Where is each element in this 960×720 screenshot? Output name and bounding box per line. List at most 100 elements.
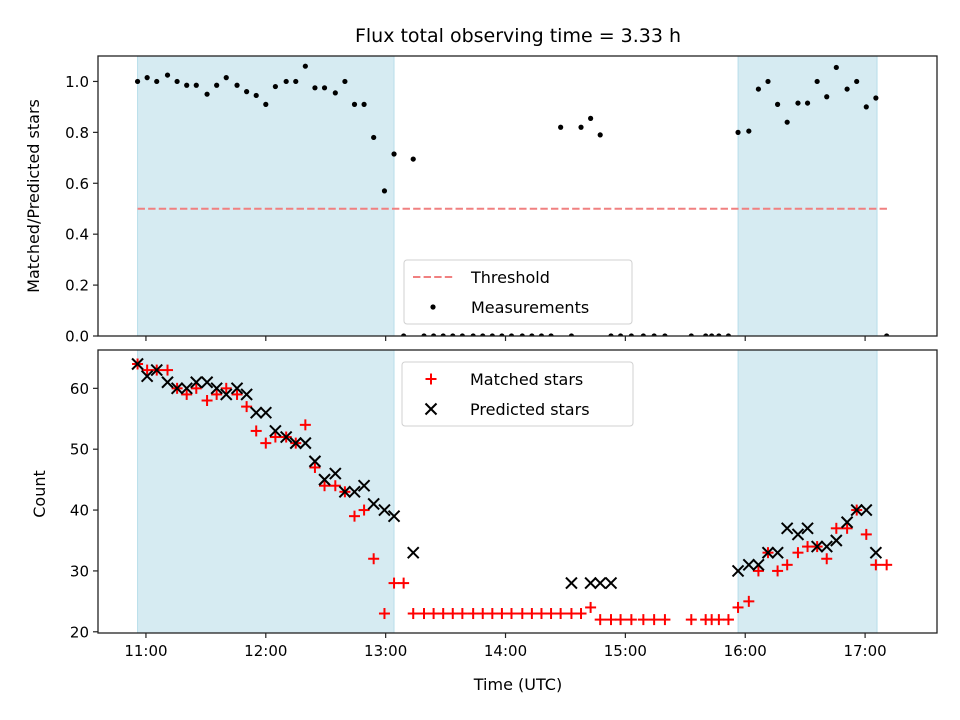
matched-star-point <box>506 608 518 620</box>
measurement-point <box>302 63 308 69</box>
measurement-point <box>204 91 210 97</box>
matched-star-point <box>477 608 489 620</box>
matched-star-point <box>821 553 833 565</box>
measurement-point <box>263 101 269 107</box>
matched-star-point <box>526 608 538 620</box>
measurement-point <box>244 89 250 95</box>
matched-star-point <box>516 608 528 620</box>
matched-star-point <box>181 388 193 400</box>
measurement-point <box>381 188 388 194</box>
predicted-star-point <box>801 522 814 535</box>
top-axes-frame <box>97 55 938 337</box>
predicted-star-point <box>850 503 863 517</box>
bottom-y-axis-label: Count <box>30 470 49 518</box>
bottom-axes-frame <box>97 349 938 634</box>
predicted-star-point <box>318 473 331 486</box>
matched-star-point <box>830 522 842 534</box>
matched-star-point <box>211 388 223 400</box>
measurement-point <box>597 132 603 138</box>
matched-star-point <box>241 401 253 413</box>
predicted-star-point <box>810 540 824 553</box>
top-plot-area <box>134 56 890 336</box>
matched-star-point <box>329 480 341 492</box>
measurement-point <box>391 151 397 157</box>
matched-star-point <box>437 608 449 620</box>
predicted-star-point <box>230 382 244 395</box>
matched-star-point <box>299 419 311 431</box>
matched-star-point <box>713 614 725 626</box>
matched-star-point <box>456 608 468 620</box>
matched-star-point <box>881 559 893 571</box>
matched-star-point <box>447 608 459 620</box>
matched-star-point <box>772 565 784 577</box>
bottom-x-tick-label: 17:00 <box>843 642 886 660</box>
predicted-star-point <box>407 546 420 559</box>
legend-box <box>401 361 634 427</box>
predicted-star-point <box>820 540 833 553</box>
predicted-star-point <box>752 558 765 572</box>
matched-star-point <box>220 382 232 394</box>
predicted-star-point <box>140 369 154 383</box>
matched-star-point <box>615 614 627 626</box>
matched-star-point <box>201 395 213 407</box>
predicted-star-point <box>308 455 322 468</box>
measurement-point <box>410 156 416 162</box>
legend-measurement-label: Measurements <box>471 298 589 317</box>
matched-star-point <box>269 431 281 443</box>
predicted-star-point <box>860 503 873 517</box>
predicted-star-point <box>289 436 302 450</box>
matched-star-point <box>260 437 272 449</box>
matched-star-point <box>685 614 697 626</box>
predicted-star-point <box>565 576 578 590</box>
measurement-point <box>784 119 790 125</box>
predicted-star-point <box>150 363 163 377</box>
matched-star-point <box>496 608 508 620</box>
predicted-star-point <box>742 558 756 572</box>
measurement-point <box>144 75 150 81</box>
top-y-axis-label: Matched/Predicted stars <box>24 99 43 293</box>
legend-predicted-label: Predicted stars <box>470 400 590 419</box>
predicted-star-point <box>180 382 193 395</box>
measurement-point <box>795 100 801 106</box>
matched-star-point <box>319 480 331 492</box>
matched-star-point <box>605 614 617 626</box>
bottom-y-tick-label: 60 <box>70 380 89 398</box>
measurement-point <box>321 85 328 91</box>
matched-star-point <box>418 608 430 620</box>
matched-star-point <box>231 388 243 400</box>
measurement-point <box>184 82 190 88</box>
measurement-point <box>312 85 318 91</box>
measurement-point <box>154 78 160 85</box>
matched-star-point <box>545 608 557 620</box>
legend-threshold-label: Threshold <box>470 268 550 287</box>
legend-measurement-swatch <box>430 304 436 310</box>
predicted-star-point <box>161 376 174 389</box>
predicted-star-point <box>791 528 805 541</box>
matched-star-point <box>162 364 174 376</box>
bottom-x-tick-label: 15:00 <box>604 642 647 660</box>
predicted-star-point <box>250 406 263 419</box>
matched-star-point <box>659 614 671 626</box>
predicted-star-point <box>604 576 618 590</box>
predicted-star-point <box>731 564 745 578</box>
matched-star-point <box>585 601 597 613</box>
measurement-point <box>844 86 850 92</box>
matched-star-point <box>860 528 872 540</box>
predicted-star-point <box>869 546 883 559</box>
matched-star-point <box>752 565 764 577</box>
measurement-point <box>765 78 771 85</box>
top-y-tick-label: 0.2 <box>65 277 89 295</box>
bottom-shaded-span <box>137 350 395 633</box>
matched-star-point <box>467 608 479 620</box>
top-y-tick-label: 0.6 <box>65 175 89 193</box>
predicted-star-point <box>387 509 401 523</box>
measurement-point <box>164 72 171 78</box>
matched-star-point <box>348 510 360 522</box>
measurement-point <box>293 78 299 85</box>
predicted-star-point <box>338 485 352 499</box>
predicted-star-point <box>329 467 342 480</box>
top-shaded-span <box>137 56 395 336</box>
matched-star-point <box>428 608 440 620</box>
measurement-point <box>223 75 229 81</box>
